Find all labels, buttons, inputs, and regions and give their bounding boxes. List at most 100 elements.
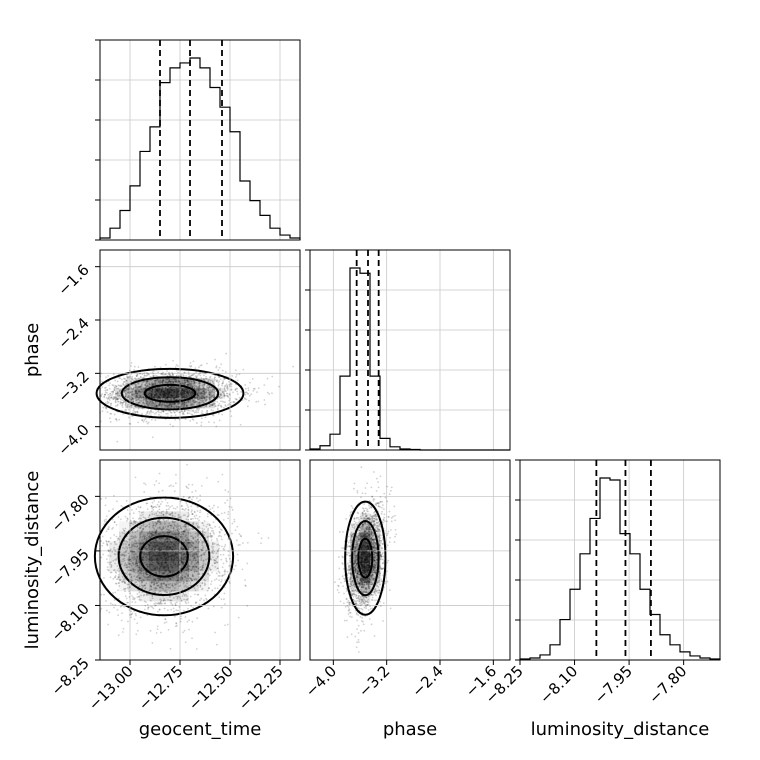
sample-point: [193, 515, 196, 518]
sample-point: [185, 539, 187, 542]
sample-point: [179, 382, 182, 385]
grid-0-0: [100, 40, 300, 240]
sample-point: [153, 546, 156, 549]
sample-point: [130, 406, 133, 409]
sample-point: [166, 392, 168, 395]
sample-point: [130, 564, 133, 567]
sample-point: [174, 583, 177, 586]
sample-point: [166, 556, 168, 559]
sample-point: [145, 582, 148, 585]
sample-point: [123, 378, 126, 380]
sample-point: [209, 382, 212, 385]
sample-point: [230, 415, 233, 418]
density-cell: [155, 398, 165, 409]
sample-point: [170, 414, 173, 417]
sample-point: [233, 404, 236, 406]
sample-point: [150, 414, 152, 417]
sample-point: [220, 363, 223, 366]
sample-point: [139, 536, 142, 538]
sample-point: [163, 521, 166, 523]
sample-point: [127, 391, 130, 394]
sample-point: [159, 376, 162, 379]
sample-point: [134, 377, 137, 380]
sample-point: [167, 533, 170, 536]
sample-point: [160, 539, 162, 541]
sample-point: [143, 377, 146, 380]
sample-point: [174, 563, 177, 566]
sample-point: [192, 496, 194, 498]
sample-point: [244, 393, 247, 396]
sample-point: [260, 537, 263, 540]
sample-point: [202, 397, 204, 399]
sample-point: [156, 397, 158, 400]
sample-point: [142, 377, 145, 380]
sample-point: [125, 380, 128, 382]
sample-point: [162, 595, 165, 597]
sample-point: [124, 578, 127, 581]
sample-point: [195, 386, 198, 389]
sample-point: [249, 381, 251, 384]
sample-point: [160, 537, 162, 539]
sample-point: [132, 411, 134, 414]
sample-point: [122, 401, 125, 403]
sample-point: [101, 386, 104, 389]
sample-point: [143, 380, 146, 382]
sample-point: [208, 574, 211, 577]
sample-point: [221, 413, 224, 416]
sample-point: [230, 560, 233, 563]
sample-point: [174, 414, 177, 417]
sample-point: [137, 586, 140, 588]
sample-point: [182, 389, 184, 392]
sample-point: [148, 411, 151, 413]
sample-point: [148, 514, 151, 517]
sample-point: [149, 573, 152, 576]
sample-point: [182, 631, 184, 634]
sample-point: [172, 562, 175, 564]
sample-point: [212, 409, 215, 412]
sample-point: [104, 393, 107, 396]
sample-point: [166, 563, 168, 566]
density-cell: [165, 388, 175, 399]
sample-point: [147, 532, 149, 535]
sample-point: [203, 599, 205, 602]
sample-point: [179, 411, 182, 414]
sample-point: [152, 372, 155, 375]
sample-point: [173, 401, 175, 404]
sample-point: [208, 544, 210, 547]
sample-point: [164, 535, 167, 538]
sample-point: [143, 402, 145, 404]
sample-point: [166, 388, 169, 391]
sample-point: [171, 560, 173, 563]
sample-point: [153, 537, 156, 540]
sample-point: [184, 381, 187, 384]
sample-point: [202, 537, 205, 540]
sample-point: [175, 386, 177, 388]
sample-point: [201, 553, 204, 556]
sample-point: [206, 476, 208, 479]
sample-point: [176, 390, 179, 393]
sample-point: [237, 400, 240, 403]
sample-point: [224, 405, 227, 408]
sample-point: [146, 414, 149, 417]
sample-point: [162, 588, 164, 590]
sample-point: [186, 504, 189, 506]
sample-point: [159, 570, 161, 573]
sample-point: [136, 571, 139, 574]
sample-point: [147, 388, 150, 391]
sample-point: [127, 620, 129, 623]
sample-point: [194, 504, 197, 506]
sample-point: [158, 404, 160, 407]
sample-point: [201, 384, 204, 387]
sample-point: [186, 463, 188, 466]
sample-point: [189, 532, 192, 535]
sample-point: [169, 563, 172, 566]
sample-point: [227, 404, 229, 406]
sample-point: [214, 376, 216, 379]
sample-point: [171, 397, 174, 400]
sample-point: [133, 575, 136, 578]
density-cell: [195, 378, 205, 389]
sample-point: [195, 566, 198, 569]
sample-point: [154, 518, 157, 521]
sample-point: [144, 587, 146, 590]
sample-point: [168, 393, 171, 395]
